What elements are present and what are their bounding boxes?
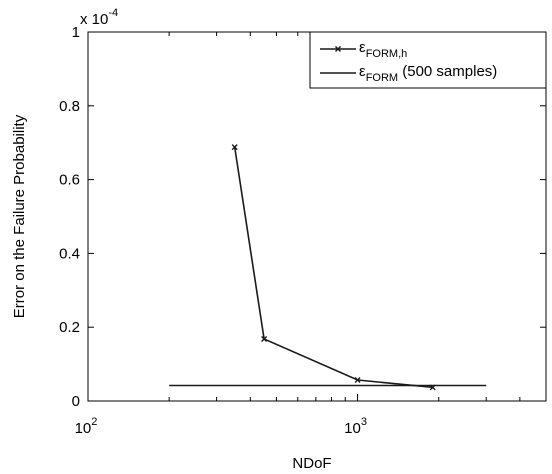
y-tick-label-2: 0.4 <box>59 245 80 262</box>
legend-series-1-subscript: FORM <box>366 72 398 84</box>
y-tick-label-5: 1 <box>72 24 80 41</box>
legend: εFORM,h εFORM (500 samples) <box>309 31 547 89</box>
legend-series-1-suffix: (500 samples) <box>398 63 497 80</box>
y-axis-multiplier: x 10-4 <box>80 7 118 28</box>
x-tick-label-exp-1: 3 <box>361 416 367 428</box>
x-axis-ticks: 102 103 <box>75 32 547 437</box>
legend-entry-series-1: εFORM (500 samples) <box>359 63 497 84</box>
legend-series-1-symbol: ε <box>359 63 366 80</box>
legend-entry-series-0: εFORM,h <box>359 39 407 60</box>
y-axis-ticks: 0 0.2 0.4 0.6 0.8 1 <box>59 24 546 410</box>
legend-series-0-symbol: ε <box>359 39 366 56</box>
series-0-point-0 <box>231 144 238 151</box>
series-0-line <box>233 146 433 389</box>
series-0-point-1 <box>261 336 268 343</box>
x-tick-label-exp-0: 2 <box>91 416 97 428</box>
y-tick-label-4: 0.8 <box>59 98 80 115</box>
legend-marker-series-0 <box>335 46 341 52</box>
y-axis-label: Error on the Failure Probability <box>11 114 28 318</box>
y-tick-label-3: 0.6 <box>59 172 80 189</box>
x-tick-label-1: 103 <box>344 416 367 437</box>
series-0-point-2 <box>354 376 361 383</box>
x-tick-label-0: 102 <box>75 416 98 437</box>
y-multiplier-base: x 10 <box>80 11 108 28</box>
x-tick-label-base-0: 10 <box>75 420 92 437</box>
legend-box <box>309 31 547 89</box>
legend-series-0-subscript: FORM,h <box>366 48 408 60</box>
x-axis-label: NDoF <box>292 455 331 472</box>
series-layer <box>169 144 487 391</box>
y-multiplier-exponent: -4 <box>108 7 118 19</box>
y-tick-label-0: 0 <box>72 393 80 410</box>
x-tick-label-base-1: 10 <box>344 420 361 437</box>
y-tick-label-1: 0.2 <box>59 319 80 336</box>
